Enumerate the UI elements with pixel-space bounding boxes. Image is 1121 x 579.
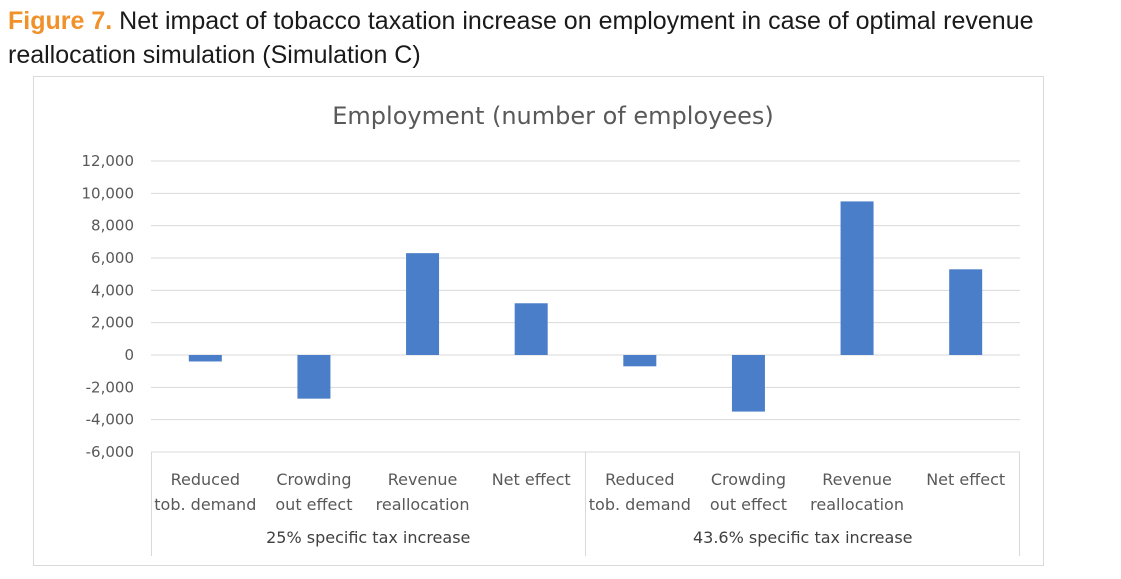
y-tick-label: 4,000 <box>91 281 134 299</box>
y-tick-label: -6,000 <box>86 443 134 461</box>
y-tick-label: 0 <box>124 346 134 364</box>
x-group-label: 43.6% specific tax increase <box>693 528 913 547</box>
figure-label: Figure 7. <box>8 7 113 35</box>
x-group-label: 25% specific tax increase <box>266 528 470 547</box>
y-axis-tick-labels: 12,000 10,000 8,000 6,000 4,000 2,000 0 -2,000 -… <box>82 152 135 461</box>
gridlines <box>151 160 1020 453</box>
bars <box>188 201 983 412</box>
x-category-label: Reduced tob. demand <box>154 470 256 514</box>
figure-caption-text: Net impact of tobacco taxation increase … <box>8 7 1034 69</box>
chart-frame: Employment (number of employees) 12,000 1… <box>33 76 1044 566</box>
bar <box>514 303 548 355</box>
bar <box>297 355 331 399</box>
y-tick-label: 8,000 <box>91 217 134 235</box>
y-tick-label: 6,000 <box>91 249 134 267</box>
figure-caption: Figure 7. Net impact of tobacco taxation… <box>8 4 1113 72</box>
bar-chart: Employment (number of employees) 12,0001… <box>82 102 1020 556</box>
y-tick-label: 10,000 <box>82 184 135 202</box>
x-category-label: Crowding out effect <box>710 470 787 514</box>
x-category-label: Crowding out effect <box>275 470 352 514</box>
x-category-label: Revenue reallocation <box>810 470 904 514</box>
bar <box>188 355 222 362</box>
bar <box>406 253 440 355</box>
bar <box>623 355 657 367</box>
y-tick-label: -4,000 <box>86 411 134 429</box>
chart-title: Employment (number of employees) <box>332 102 773 130</box>
x-category-label: Revenue reallocation <box>376 470 470 514</box>
x-category-label: Reduced tob. demand <box>589 470 691 514</box>
bar <box>731 355 765 412</box>
bar <box>840 201 874 355</box>
y-tick-label: 2,000 <box>91 314 134 332</box>
y-tick-label: 12,000 <box>82 152 135 170</box>
x-axis: Reduced tob. demand Crowding out effect Reve… <box>151 452 1020 556</box>
y-tick-label: -2,000 <box>86 378 134 396</box>
bar <box>949 269 983 355</box>
x-category-label: Net effect <box>492 470 571 489</box>
x-category-label: Net effect <box>926 470 1005 489</box>
